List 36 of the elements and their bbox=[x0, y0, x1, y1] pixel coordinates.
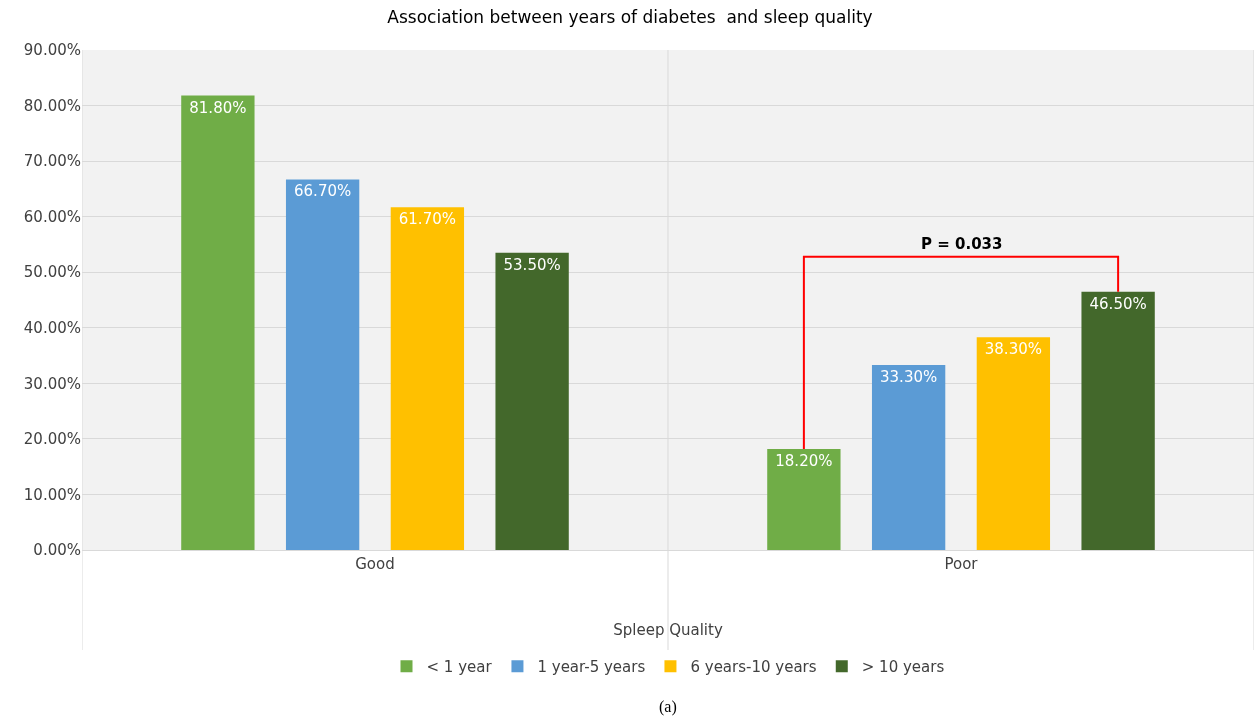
legend-label: 6 years-10 years bbox=[690, 658, 817, 677]
y-tick-label: 20.00% bbox=[23, 430, 81, 449]
bar bbox=[285, 179, 360, 550]
legend-label: < 1 year bbox=[426, 658, 493, 677]
y-tick-label: 30.00% bbox=[23, 374, 81, 393]
bar bbox=[390, 207, 465, 550]
legend-label: 1 year-5 years bbox=[537, 658, 646, 677]
chart-title: Association between years of diabetes and sleep quality bbox=[387, 6, 873, 27]
y-tick-label: 40.00% bbox=[23, 319, 81, 338]
data-label: 33.30% bbox=[880, 368, 938, 386]
x-tick-label: Good bbox=[355, 555, 395, 573]
bar bbox=[181, 95, 255, 550]
legend-label: > 10 years bbox=[861, 658, 945, 677]
bar bbox=[1081, 291, 1155, 550]
x-tick-label: Poor bbox=[944, 555, 979, 573]
data-label: 53.50% bbox=[503, 255, 561, 274]
y-tick-label: 90.00% bbox=[23, 41, 81, 60]
x-axis-title: Spleep Quality bbox=[613, 621, 723, 639]
y-tick-label: 0.00% bbox=[33, 541, 81, 560]
y-tick-label: 80.00% bbox=[23, 96, 81, 115]
data-label: 38.30% bbox=[984, 340, 1042, 359]
annotation: P = 0.033 bbox=[921, 235, 1003, 253]
data-label: 81.80% bbox=[189, 98, 247, 117]
data-label: 66.70% bbox=[294, 182, 352, 201]
bar bbox=[871, 365, 946, 550]
data-label: 61.70% bbox=[398, 210, 456, 229]
bar bbox=[976, 337, 1051, 550]
data-label: 46.50% bbox=[1089, 294, 1147, 313]
y-tick-label: 50.00% bbox=[23, 263, 81, 282]
y-tick-label: 60.00% bbox=[23, 207, 81, 226]
bar bbox=[495, 252, 569, 550]
y-tick-label: 70.00% bbox=[23, 152, 81, 171]
data-label: 18.20% bbox=[775, 451, 833, 470]
y-tick-label: 10.00% bbox=[23, 485, 81, 504]
bar bbox=[767, 448, 841, 550]
text: (a) bbox=[659, 698, 677, 716]
